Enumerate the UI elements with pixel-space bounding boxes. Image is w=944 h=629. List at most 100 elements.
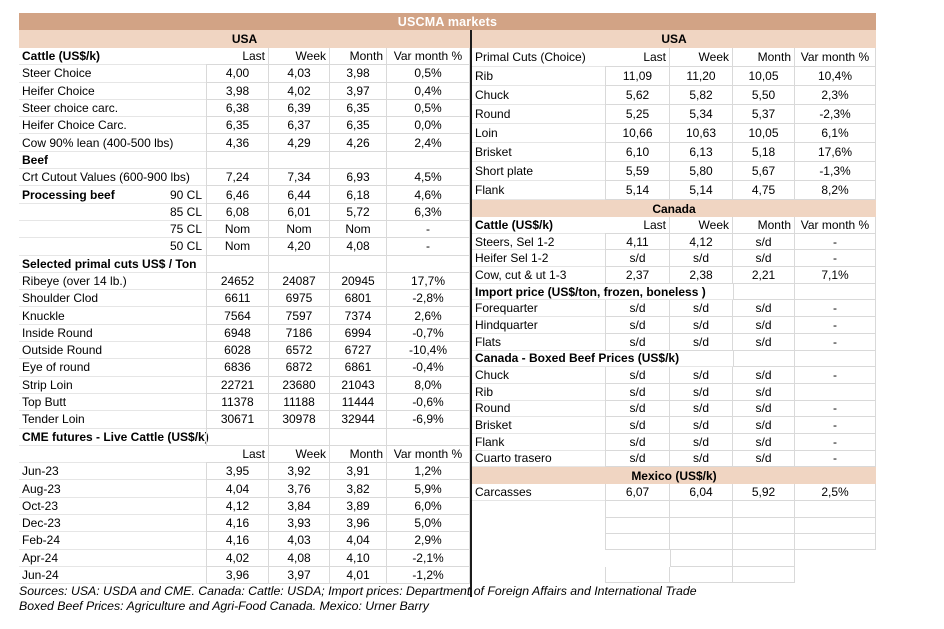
table-row: 75 CL Nom Nom Nom - (19, 220, 470, 239)
table-row: Canada - Boxed Beef Prices (US$/k) (472, 350, 876, 368)
empty-cell (795, 550, 876, 566)
value-cell: s/d (605, 433, 670, 451)
value-cell: 4,16 (206, 532, 269, 550)
value-cell: s/d (605, 383, 670, 401)
value-cell: 5,14 (605, 181, 670, 200)
empty-cell (795, 517, 876, 534)
value-cell: 4,00 (206, 65, 269, 83)
value-cell: s/d (605, 300, 670, 318)
value-cell: 4,02 (206, 549, 269, 567)
value-cell: -6,9% (387, 411, 470, 429)
row-label: Jun-24 (19, 567, 206, 585)
value-cell: 5,25 (605, 105, 670, 124)
value-cell: 4,08 (330, 238, 387, 256)
value-cell: Nom (330, 220, 387, 239)
value-cell: 4,04 (330, 532, 387, 550)
table-row: Tender Loin 30671 30978 32944 -6,9% (19, 411, 470, 429)
row-sublabel: 90 CL (169, 187, 202, 202)
value-cell: 0,4% (387, 82, 470, 100)
value-cell: 2,37 (605, 267, 670, 284)
table-row: Knuckle 7564 7597 7374 2,6% (19, 307, 470, 325)
value-cell: 21043 (330, 376, 387, 394)
empty-cell (733, 501, 795, 518)
table-row: Crt Cutout Values (600-900 lbs) 7,24 7,34 6… (19, 169, 470, 187)
value-cell: 2,4% (387, 134, 470, 152)
row-label: Chuck (472, 86, 605, 105)
value-cell: - (795, 433, 876, 451)
value-cell: 7564 (206, 307, 269, 325)
row-label: Strip Loin (19, 377, 206, 394)
value-cell: s/d (605, 450, 670, 468)
row-label: Crt Cutout Values (600-900 lbs) (19, 169, 206, 187)
empty-cell (733, 550, 795, 567)
sources-line-2: Boxed Beef Prices: Agriculture and Agri-… (19, 599, 429, 613)
row-group-header: Primal Cuts (Choice) (472, 48, 605, 67)
value-cell: - (795, 450, 876, 468)
row-label: Round (472, 401, 605, 418)
value-cell: -10,4% (387, 342, 470, 360)
value-cell: 7374 (330, 307, 387, 325)
value-cell: 6,38 (206, 99, 269, 118)
value-cell: 4,20 (269, 238, 330, 256)
table-row: Ribeye (over 14 lb.) 24652 24087 20945 17,7% (19, 272, 470, 291)
table-row: Feb-24 4,16 4,03 4,04 2,9% (19, 532, 470, 550)
row-label: Knuckle (19, 307, 206, 325)
row-label: 75 CL (19, 221, 206, 239)
empty-cell (670, 501, 733, 518)
value-cell: 5,59 (605, 162, 670, 181)
value-cell: 10,05 (733, 124, 795, 143)
value-cell: 4,16 (206, 515, 269, 533)
value-cell: 30978 (269, 411, 330, 429)
column-header: Var month % (387, 48, 470, 66)
value-cell: 6,3% (387, 203, 470, 221)
value-cell: 6,93 (330, 169, 387, 187)
row-label: Inside Round (19, 325, 206, 343)
value-cell: - (387, 220, 470, 239)
row-label: Aug-23 (19, 480, 206, 498)
value-cell: 6,08 (206, 203, 269, 221)
value-cell: s/d (670, 300, 733, 318)
value-cell: 3,96 (206, 566, 269, 585)
value-cell: 4,11 (605, 233, 670, 251)
row-label: Dec-23 (19, 515, 206, 533)
table-row: Jun-23 3,95 3,92 3,91 1,2% (19, 463, 470, 481)
value-cell: 11188 (269, 393, 330, 412)
section-header: Canada - Boxed Beef Prices (US$/k) (472, 351, 733, 368)
value-cell (795, 383, 876, 401)
column-header: Last (206, 445, 269, 464)
section-header: Selected primal cuts US$ / Ton (19, 256, 206, 273)
table-row (472, 533, 876, 551)
empty-cell (269, 255, 330, 273)
empty-cell (206, 151, 269, 170)
value-cell: 0,5% (387, 65, 470, 83)
column-header: Week (670, 48, 733, 67)
value-cell: 6,0% (387, 497, 470, 516)
row-label: Tender Loin (19, 411, 206, 429)
value-cell: 4,08 (269, 549, 330, 567)
pane-divider-line (469, 30, 472, 597)
table-row: Heifer Sel 1-2 s/d s/d s/d - (472, 250, 876, 268)
table-row: Flank 5,14 5,14 4,75 8,2% (472, 181, 876, 200)
table-row: Steer Choice 4,00 4,03 3,98 0,5% (19, 65, 470, 83)
value-cell: 17,7% (387, 272, 470, 291)
value-cell: s/d (605, 250, 670, 268)
row-label: Flank (472, 434, 605, 451)
value-cell: 3,96 (330, 515, 387, 533)
table-row: Shoulder Clod 6611 6975 6801 -2,8% (19, 290, 470, 308)
value-cell: - (795, 367, 876, 384)
value-cell: s/d (733, 250, 795, 268)
value-cell: - (795, 400, 876, 418)
empty-cell (206, 255, 269, 273)
row-label: Steer choice carc. (19, 100, 206, 118)
row-label: Cuarto trasero (472, 451, 605, 468)
column-header: Var month % (795, 48, 876, 67)
value-cell: - (795, 317, 876, 334)
value-cell: 6948 (206, 324, 269, 343)
table-row: Inside Round 6948 7186 6994 -0,7% (19, 324, 470, 343)
value-cell: 4,5% (387, 169, 470, 187)
table-row: Brisket 6,10 6,13 5,18 17,6% (472, 143, 876, 162)
empty-cell (733, 566, 795, 583)
table-row: 85 CL 6,08 6,01 5,72 6,3% (19, 203, 470, 221)
row-label: Carcasses (472, 484, 605, 502)
row-group-header: Cattle (US$/k) (19, 48, 206, 66)
